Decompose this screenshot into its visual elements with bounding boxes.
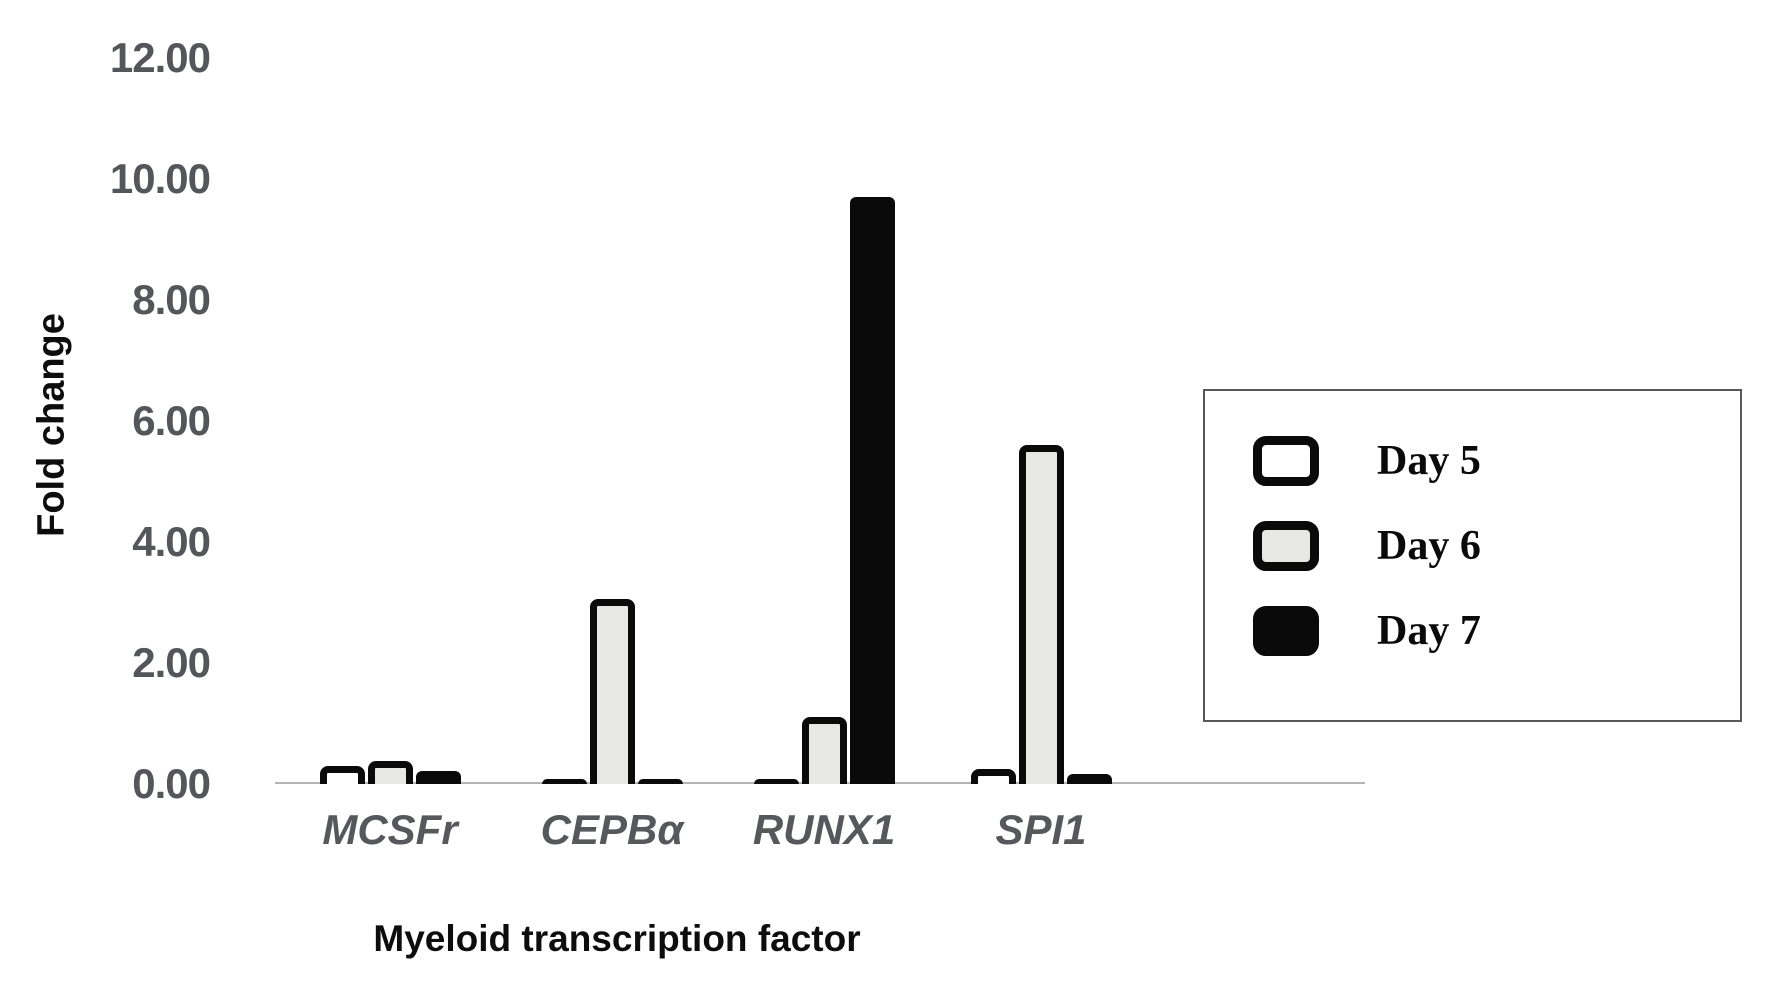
bar-day6-cepbα	[589, 599, 635, 784]
x-axis-title: Myeloid transcription factor	[373, 918, 861, 959]
legend-item-day7: Day 7	[1253, 605, 1481, 657]
bar-day5-runx1	[753, 779, 799, 784]
x-category-label-runx1: RUNX1	[752, 806, 896, 853]
legend-swatch-day6-icon	[1253, 521, 1319, 571]
bar-day7-cepbα	[637, 779, 683, 784]
bar-day6-mcsfr	[367, 761, 413, 784]
y-tick-label-6.00: 6.00	[132, 397, 211, 444]
bar-day5-cepbα	[541, 779, 587, 784]
y-tick-label-8.00: 8.00	[132, 276, 211, 323]
y-tick-label-4.00: 4.00	[132, 518, 211, 565]
legend-label-day7: Day 7	[1377, 608, 1481, 654]
bar-day5-spi1	[970, 769, 1016, 784]
legend-item-day5: Day 5	[1253, 435, 1481, 487]
x-category-label-spi1: SPI1	[995, 806, 1087, 853]
y-tick-label-12.00: 12.00	[109, 34, 211, 81]
bar-day6-runx1	[801, 717, 847, 784]
bar-day7-runx1	[849, 197, 895, 784]
legend-label-day5: Day 5	[1377, 438, 1481, 484]
bar-day7-mcsfr	[415, 771, 461, 784]
bar-day6-spi1	[1018, 445, 1064, 784]
legend: Day 5 Day 6 Day 7	[1203, 389, 1742, 722]
x-category-label-mcsfr: MCSFr	[322, 806, 458, 853]
y-tick-label-2.00: 2.00	[132, 639, 211, 686]
legend-swatch-day7-icon	[1253, 606, 1319, 656]
y-tick-label-0.00: 0.00	[132, 760, 211, 807]
y-tick-label-10.00: 10.00	[109, 155, 211, 202]
legend-item-day6: Day 6	[1253, 520, 1481, 572]
legend-swatch-day5-icon	[1253, 436, 1319, 486]
bar-day7-spi1	[1066, 774, 1112, 784]
legend-label-day6: Day 6	[1377, 523, 1481, 569]
bar-day5-mcsfr	[319, 766, 365, 784]
x-category-label-cepbα: CEPBα	[540, 806, 684, 853]
